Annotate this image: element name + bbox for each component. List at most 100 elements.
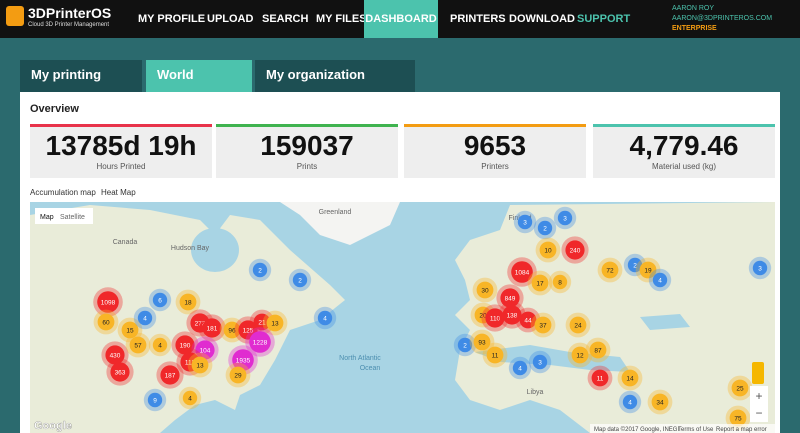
cluster[interactable]: 1098 <box>93 287 123 317</box>
cluster-dot <box>121 321 139 339</box>
cluster[interactable]: 13 <box>187 352 213 378</box>
section-title: Overview <box>30 103 79 115</box>
cluster[interactable]: 240 <box>561 236 589 264</box>
map-type-button[interactable]: Satellite <box>60 214 85 221</box>
cluster[interactable]: 34 <box>647 389 673 415</box>
cluster[interactable]: 849 <box>496 284 524 312</box>
cluster-dot <box>531 274 549 292</box>
cluster[interactable]: 87 <box>585 337 611 363</box>
cluster-count: 3 <box>538 360 542 367</box>
cluster[interactable]: 4 <box>148 333 172 357</box>
pegman[interactable] <box>752 362 764 384</box>
cluster[interactable]: 21 <box>249 309 275 335</box>
cluster[interactable]: 2 <box>533 216 557 240</box>
cluster[interactable]: 138 <box>498 301 526 329</box>
cluster[interactable]: 11 <box>482 342 508 368</box>
zoom-out[interactable]: − <box>755 406 762 420</box>
cluster-dot <box>627 257 643 273</box>
nav-item[interactable]: MY FILES <box>316 13 367 25</box>
land <box>280 202 400 245</box>
cluster[interactable]: 29 <box>225 362 251 388</box>
cluster[interactable]: 37 <box>530 312 556 338</box>
cluster[interactable]: 93 <box>469 329 495 355</box>
cluster[interactable]: 30 <box>472 277 498 303</box>
cluster[interactable]: 2 <box>453 333 477 357</box>
nav-item-active[interactable]: DASHBOARD <box>364 0 438 38</box>
cluster[interactable]: 57 <box>125 332 151 358</box>
cluster-dot <box>179 293 197 311</box>
cluster[interactable]: 4 <box>178 386 202 410</box>
cluster[interactable]: 110 <box>481 304 509 332</box>
cluster-dot <box>517 214 533 230</box>
cluster[interactable]: 190 <box>171 331 199 359</box>
cluster[interactable]: 2 <box>288 268 312 292</box>
map-type-button[interactable]: Map <box>40 214 54 221</box>
cluster[interactable]: 60 <box>93 309 119 335</box>
cluster[interactable]: 13 <box>262 310 288 336</box>
cluster[interactable]: 181 <box>198 314 226 342</box>
cluster[interactable]: 11 <box>587 365 613 391</box>
map-type-control <box>35 208 93 224</box>
report-link[interactable]: Report a map error <box>716 427 767 433</box>
cluster[interactable]: 15 <box>117 317 143 343</box>
cluster[interactable]: 25 <box>727 375 753 401</box>
cluster[interactable]: 8 <box>548 270 572 294</box>
nav-item[interactable]: DOWNLOAD <box>509 13 575 25</box>
cluster-dot <box>223 321 241 339</box>
cluster-count: 11 <box>492 353 499 360</box>
cluster[interactable]: 4 <box>508 356 532 380</box>
nav-item[interactable]: UPLOAD <box>207 13 254 25</box>
stat-label: Prints <box>296 162 318 171</box>
cluster[interactable]: 187 <box>156 361 184 389</box>
cluster[interactable]: 12 <box>567 342 593 368</box>
cluster-count: 18 <box>184 300 192 307</box>
cluster-dot <box>97 291 119 313</box>
cluster-dot <box>473 333 491 351</box>
user-info[interactable]: AARON ROY AARON@3DPRINTEROS.COM ENTERPRI… <box>672 4 772 34</box>
map-tab[interactable]: Accumulation map <box>30 188 96 197</box>
cluster[interactable]: 96 <box>219 317 245 343</box>
cluster[interactable]: 363 <box>106 358 134 386</box>
cluster[interactable]: 17 <box>527 270 553 296</box>
cluster-dot <box>539 241 557 259</box>
terms-link[interactable]: Terms of Use <box>678 427 714 433</box>
nav-item[interactable]: SUPPORT <box>577 13 631 25</box>
cluster[interactable]: 9 <box>143 388 167 412</box>
cluster[interactable]: 10 <box>535 237 561 263</box>
cluster-dot <box>651 393 669 411</box>
cluster[interactable]: 4 <box>648 268 672 292</box>
cluster[interactable]: 6 <box>148 288 172 312</box>
cluster[interactable]: 4 <box>133 306 157 330</box>
tab[interactable]: My printing history <box>20 60 142 112</box>
zoom-in[interactable]: + <box>755 389 762 403</box>
cluster[interactable]: 14 <box>617 365 643 391</box>
cluster-count: 87 <box>594 348 602 355</box>
cluster[interactable]: 3 <box>528 350 552 374</box>
nav-item[interactable]: SEARCH <box>262 13 309 25</box>
cluster[interactable]: 18 <box>175 289 201 315</box>
cluster[interactable]: 44 <box>515 307 541 333</box>
nav-item[interactable]: PRINTERS <box>450 13 506 25</box>
cluster-count: 112 <box>185 360 196 367</box>
nav-item[interactable]: MY PROFILE <box>138 13 206 25</box>
cluster[interactable]: 72 <box>597 257 623 283</box>
cluster[interactable]: 2 <box>248 258 272 282</box>
tab-active[interactable]: World statistics <box>146 60 252 112</box>
zoom-control[interactable] <box>750 386 768 422</box>
cluster-dot <box>292 272 308 288</box>
cluster[interactable]: 1228 <box>245 327 275 357</box>
cluster[interactable]: 3 <box>748 256 772 280</box>
cluster[interactable]: 3 <box>553 206 577 230</box>
cluster[interactable]: 4 <box>313 306 337 330</box>
tab[interactable]: My organization statistics <box>255 60 415 112</box>
cluster[interactable]: 4 <box>618 390 642 414</box>
cluster-count: 1935 <box>236 358 251 365</box>
logo[interactable]: 3DPrinterOS <box>28 5 112 21</box>
cluster[interactable]: 24 <box>565 312 591 338</box>
cluster[interactable]: 1084 <box>507 257 537 287</box>
map-tab[interactable]: Heat Map <box>101 188 136 197</box>
cluster-count: 34 <box>656 400 664 407</box>
cluster[interactable]: 3 <box>513 210 537 234</box>
cluster[interactable]: 430 <box>101 341 129 369</box>
